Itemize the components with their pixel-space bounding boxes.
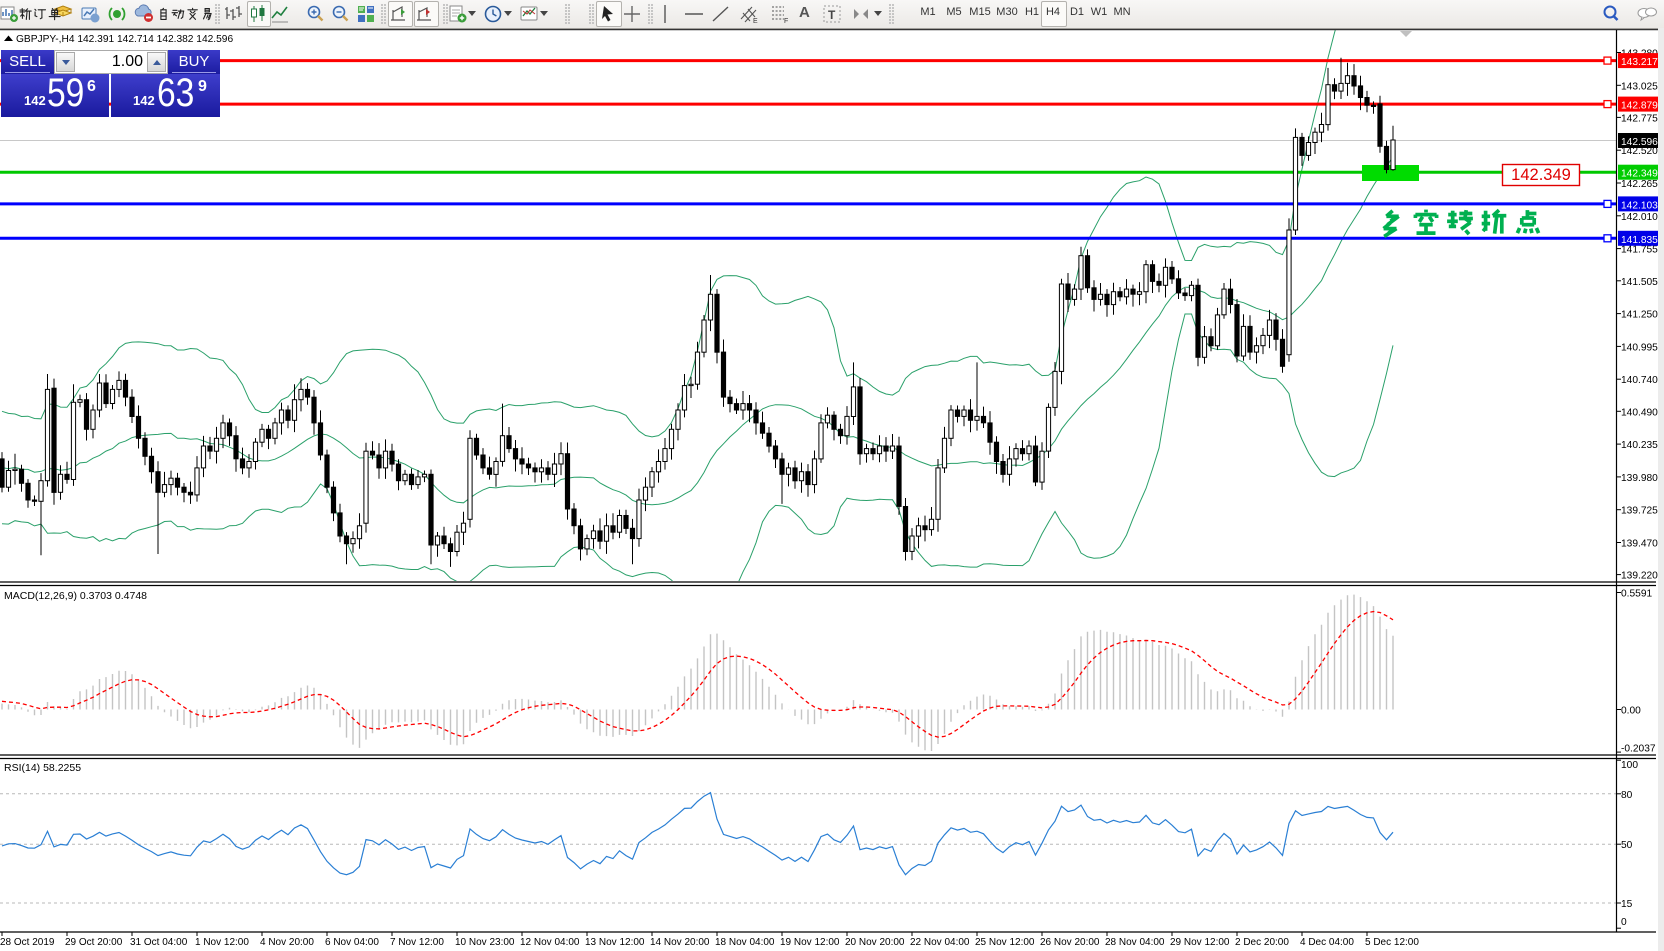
svg-text:28 Oct 2019: 28 Oct 2019 xyxy=(0,937,55,948)
svg-text:4 Dec 04:00: 4 Dec 04:00 xyxy=(1300,937,1354,948)
svg-text:20 Nov 20:00: 20 Nov 20:00 xyxy=(845,937,905,948)
svg-text:MACD(12,26,9) 0.3703 0.4748: MACD(12,26,9) 0.3703 0.4748 xyxy=(4,590,147,602)
svg-text:140.740: 140.740 xyxy=(1621,375,1658,386)
svg-text:141.250: 141.250 xyxy=(1621,310,1658,321)
svg-text:142.879: 142.879 xyxy=(1621,101,1658,112)
svg-text:140.995: 140.995 xyxy=(1621,342,1658,353)
svg-text:4 Nov 20:00: 4 Nov 20:00 xyxy=(260,937,314,948)
svg-text:142.349: 142.349 xyxy=(1621,169,1658,180)
svg-text:142.349: 142.349 xyxy=(1511,166,1571,184)
svg-text:31 Oct 04:00: 31 Oct 04:00 xyxy=(130,937,188,948)
svg-text:139.470: 139.470 xyxy=(1621,539,1658,550)
svg-text:141.755: 141.755 xyxy=(1621,245,1658,256)
svg-text:139.220: 139.220 xyxy=(1621,571,1658,582)
svg-text:0.5591: 0.5591 xyxy=(1621,589,1652,600)
svg-text:29 Oct 20:00: 29 Oct 20:00 xyxy=(65,937,123,948)
svg-text:6 Nov 04:00: 6 Nov 04:00 xyxy=(325,937,379,948)
svg-text:143.025: 143.025 xyxy=(1621,81,1658,92)
svg-text:22 Nov 04:00: 22 Nov 04:00 xyxy=(910,937,970,948)
svg-text:12 Nov 04:00: 12 Nov 04:00 xyxy=(520,937,580,948)
svg-text:19 Nov 12:00: 19 Nov 12:00 xyxy=(780,937,840,948)
svg-text:5 Dec 12:00: 5 Dec 12:00 xyxy=(1365,937,1419,948)
svg-text:80: 80 xyxy=(1621,790,1633,801)
svg-text:18 Nov 04:00: 18 Nov 04:00 xyxy=(715,937,775,948)
svg-text:14 Nov 20:00: 14 Nov 20:00 xyxy=(650,937,710,948)
svg-text:0.00: 0.00 xyxy=(1621,706,1641,717)
svg-text:139.725: 139.725 xyxy=(1621,506,1658,517)
svg-text:139.980: 139.980 xyxy=(1621,473,1658,484)
svg-text:142.103: 142.103 xyxy=(1621,200,1658,211)
svg-text:RSI(14) 58.2255: RSI(14) 58.2255 xyxy=(4,762,81,774)
svg-text:-0.2037: -0.2037 xyxy=(1621,744,1656,755)
svg-text:142.265: 142.265 xyxy=(1621,179,1658,190)
svg-text:T: T xyxy=(828,8,836,22)
svg-text:140.235: 140.235 xyxy=(1621,440,1658,451)
svg-text:28 Nov 04:00: 28 Nov 04:00 xyxy=(1105,937,1165,948)
svg-text:140.490: 140.490 xyxy=(1621,407,1658,418)
svg-text:2 Dec 20:00: 2 Dec 20:00 xyxy=(1235,937,1289,948)
svg-text:141.505: 141.505 xyxy=(1621,277,1658,288)
svg-text:142.520: 142.520 xyxy=(1621,146,1658,157)
svg-text:10 Nov 23:00: 10 Nov 23:00 xyxy=(455,937,515,948)
svg-text:13 Nov 12:00: 13 Nov 12:00 xyxy=(585,937,645,948)
svg-text:142.010: 142.010 xyxy=(1621,212,1658,223)
svg-text:1 Nov 12:00: 1 Nov 12:00 xyxy=(195,937,249,948)
svg-text:142.775: 142.775 xyxy=(1621,113,1658,124)
svg-text:GBPJPY-,H4 142.391 142.714 14: GBPJPY-,H4 142.391 142.714 142.382 142.5… xyxy=(16,34,233,45)
svg-text:142.596: 142.596 xyxy=(1621,137,1658,148)
svg-text:15: 15 xyxy=(1621,899,1633,910)
svg-text:F: F xyxy=(784,18,788,25)
svg-text:25 Nov 12:00: 25 Nov 12:00 xyxy=(975,937,1035,948)
svg-text:100: 100 xyxy=(1621,760,1638,771)
svg-text:29 Nov 12:00: 29 Nov 12:00 xyxy=(1170,937,1230,948)
svg-text:0: 0 xyxy=(1621,917,1627,928)
svg-text:141.835: 141.835 xyxy=(1621,235,1658,246)
svg-text:E: E xyxy=(753,18,758,25)
svg-text:7 Nov 12:00: 7 Nov 12:00 xyxy=(390,937,444,948)
svg-text:143.217: 143.217 xyxy=(1621,57,1658,68)
svg-text:50: 50 xyxy=(1621,840,1633,851)
svg-text:26 Nov 20:00: 26 Nov 20:00 xyxy=(1040,937,1100,948)
